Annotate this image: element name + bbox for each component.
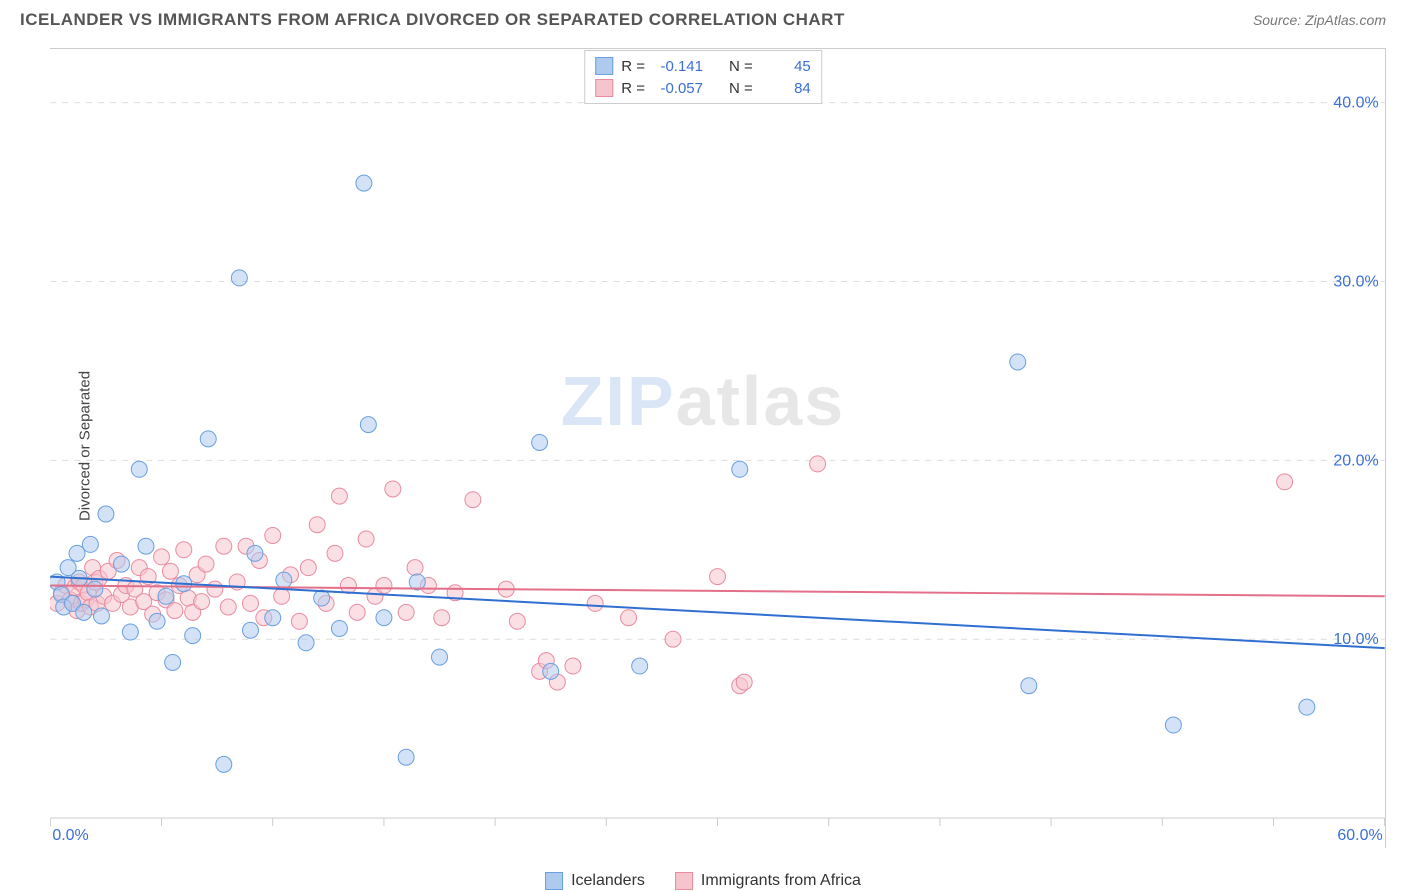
correlation-legend: R = -0.141 N = 45 R = -0.057 N = 84 bbox=[584, 50, 822, 104]
series2-swatch-bottom bbox=[675, 872, 693, 890]
series1-swatch-bottom bbox=[545, 872, 563, 890]
series1-r-value: -0.141 bbox=[653, 58, 703, 75]
svg-text:40.0%: 40.0% bbox=[1333, 95, 1378, 112]
r-label: R = bbox=[621, 58, 645, 75]
series2-r-value: -0.057 bbox=[653, 80, 703, 97]
source-label: Source: bbox=[1253, 12, 1305, 28]
series-legend-item-2: Immigrants from Africa bbox=[675, 872, 861, 890]
series2-swatch bbox=[595, 79, 613, 97]
source-value: ZipAtlas.com bbox=[1305, 12, 1386, 28]
series-legend-item-1: Icelanders bbox=[545, 872, 645, 890]
svg-text:0.0%: 0.0% bbox=[52, 827, 88, 844]
correlation-legend-row-1: R = -0.141 N = 45 bbox=[595, 55, 811, 77]
r-label-2: R = bbox=[621, 80, 645, 97]
svg-text:30.0%: 30.0% bbox=[1333, 273, 1378, 290]
n-label-2: N = bbox=[729, 80, 753, 97]
series2-n-value: 84 bbox=[761, 80, 811, 97]
series2-label: Immigrants from Africa bbox=[701, 872, 861, 890]
source-attribution: Source: ZipAtlas.com bbox=[1253, 12, 1386, 28]
series1-n-value: 45 bbox=[761, 58, 811, 75]
chart-title: ICELANDER VS IMMIGRANTS FROM AFRICA DIVO… bbox=[20, 10, 845, 30]
n-label: N = bbox=[729, 58, 753, 75]
series1-swatch bbox=[595, 57, 613, 75]
svg-text:20.0%: 20.0% bbox=[1333, 452, 1378, 469]
correlation-legend-row-2: R = -0.057 N = 84 bbox=[595, 77, 811, 99]
series1-label: Icelanders bbox=[571, 872, 645, 890]
svg-text:60.0%: 60.0% bbox=[1337, 827, 1382, 844]
scatter-plot: 10.0%20.0%30.0%40.0%0.0%60.0% bbox=[50, 49, 1385, 848]
chart-plot-area: 10.0%20.0%30.0%40.0%0.0%60.0% bbox=[50, 48, 1386, 848]
series-legend: Icelanders Immigrants from Africa bbox=[545, 872, 861, 890]
